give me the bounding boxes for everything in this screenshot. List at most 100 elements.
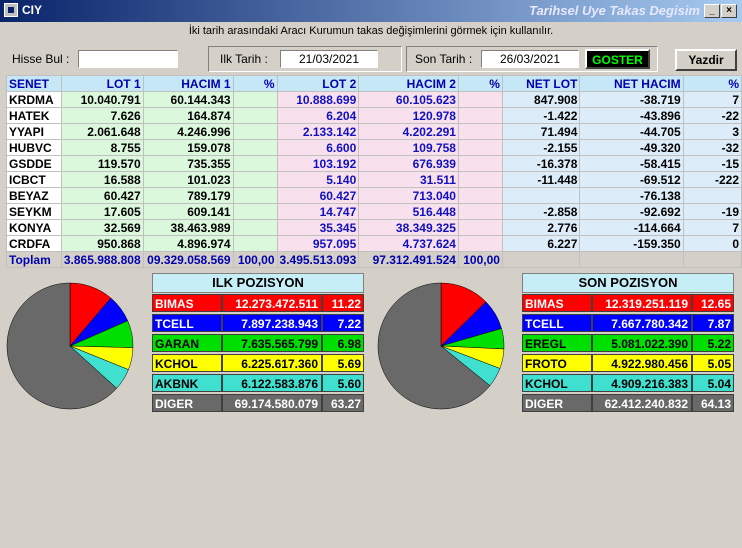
position-value: 62.412.240.832 [592,394,692,412]
table-row[interactable]: HATEK 7.626 164.874 6.204 120.978 -1.422 -43.8… [6,107,742,124]
table-cell: 6.600 [276,139,360,156]
position-name: FROTO [522,354,592,372]
table-cell: 101.023 [142,171,234,188]
position-row: DIGER 62.412.240.832 64.13 [522,394,734,412]
symbol-cell: KRDMA [6,91,62,108]
table-cell: 0 [682,235,742,252]
col-header[interactable]: % [682,75,742,92]
hisse-search-input[interactable] [78,50,178,68]
symbol-cell: YYAPI [6,123,62,140]
col-header[interactable]: LOT 2 [276,75,360,92]
col-header[interactable]: LOT 1 [60,75,144,92]
table-cell: 38.463.989 [142,219,234,236]
table-cell: 6.204 [276,107,360,124]
position-value: 4.909.216.383 [592,374,692,392]
position-pct: 63.27 [322,394,364,412]
table-cell: 516.448 [358,203,459,220]
position-row: EREGL 5.081.022.390 5.22 [522,334,734,352]
total-cell: 09.329.058.569 [142,251,234,268]
minimize-button[interactable]: _ [704,4,720,18]
window-caption: Tarihsel Uye Takas Degisim [528,3,700,18]
hisse-label: Hisse Bul : [12,52,70,66]
table-cell [232,123,278,140]
title-bar: CIY Tarihsel Uye Takas Degisim _ × [0,0,742,22]
table-cell [457,187,503,204]
col-header[interactable]: SENET [6,75,62,92]
table-cell: 5.140 [276,171,360,188]
position-value: 6.225.617.360 [222,354,322,372]
table-cell: 735.355 [142,155,234,172]
table-cell: 60.427 [60,187,144,204]
position-pct: 6.98 [322,334,364,352]
table-cell: 31.511 [358,171,459,188]
table-cell: 17.605 [60,203,144,220]
table-cell: -19 [682,203,742,220]
table-cell: 10.040.791 [60,91,144,108]
table-cell: -22 [682,107,742,124]
col-header[interactable]: % [232,75,278,92]
table-cell [457,235,503,252]
position-value: 4.922.980.456 [592,354,692,372]
table-row[interactable]: KRDMA 10.040.791 60.144.343 10.888.699 60.10… [6,91,742,108]
table-cell [457,107,503,124]
table-cell [232,219,278,236]
window-title: CIY [22,3,43,17]
table-cell: -11.448 [501,171,581,188]
position-pct: 5.05 [692,354,734,372]
total-cell [682,251,742,268]
position-row: GARAN 7.635.565.799 6.98 [152,334,364,352]
position-row: BIMAS 12.273.472.511 11.22 [152,294,364,312]
table-row[interactable]: ICBCT 16.588 101.023 5.140 31.511 -11.448 -69.… [6,171,742,188]
table-cell: 103.192 [276,155,360,172]
table-row[interactable]: KONYA 32.569 38.463.989 35.345 38.349.325 2.7… [6,219,742,236]
position-name: BIMAS [522,294,592,312]
table-row[interactable]: SEYKM 17.605 609.141 14.747 516.448 -2.858 -92… [6,203,742,220]
table-cell [232,203,278,220]
table-cell: 2.133.142 [276,123,360,140]
table-cell: 847.908 [501,91,581,108]
table-cell: -76.138 [579,187,684,204]
total-cell: 100,00 [457,251,503,268]
table-row[interactable]: BEYAZ 60.427 789.179 60.427 713.040 -76.138 [6,187,742,204]
table-cell [457,171,503,188]
table-cell [457,203,503,220]
col-header[interactable]: % [457,75,503,92]
position-pct: 7.87 [692,314,734,332]
table-cell: 676.939 [358,155,459,172]
table-cell [457,139,503,156]
symbol-cell: GSDDE [6,155,62,172]
col-header[interactable]: NET HACIM [579,75,684,92]
table-cell: 10.888.699 [276,91,360,108]
col-header[interactable]: NET LOT [501,75,581,92]
table-cell: 957.095 [276,235,360,252]
position-value: 12.319.251.119 [592,294,692,312]
son-tarih-input[interactable]: 26/03/2021 [481,50,579,68]
symbol-cell: CRDFA [6,235,62,252]
table-cell [232,107,278,124]
son-pozisyon-title: SON POZISYON [522,273,734,293]
position-value: 7.897.238.943 [222,314,322,332]
table-row[interactable]: HUBVC 8.755 159.078 6.600 109.758 -2.155 -49.3… [6,139,742,156]
col-header[interactable]: HACIM 2 [358,75,459,92]
position-row: KCHOL 4.909.216.383 5.04 [522,374,734,392]
position-pct: 5.60 [322,374,364,392]
goster-button[interactable]: GOSTER [585,49,650,69]
table-row[interactable]: GSDDE 119.570 735.355 103.192 676.939 -16.378… [6,155,742,172]
close-button[interactable]: × [721,4,737,18]
table-cell: 164.874 [142,107,234,124]
table-cell: -58.415 [579,155,684,172]
table-cell: 14.747 [276,203,360,220]
table-cell: -38.719 [579,91,684,108]
table-cell: 109.758 [358,139,459,156]
table-cell [232,139,278,156]
table-cell: -1.422 [501,107,581,124]
ilk-tarih-input[interactable]: 21/03/2021 [280,50,378,68]
position-value: 7.635.565.799 [222,334,322,352]
yazdir-button[interactable]: Yazdir [675,49,737,71]
position-value: 5.081.022.390 [592,334,692,352]
table-cell [232,171,278,188]
col-header[interactable]: HACIM 1 [142,75,234,92]
table-row[interactable]: CRDFA 950.868 4.896.974 957.095 4.737.624 6.2… [6,235,742,252]
table-row[interactable]: YYAPI 2.061.648 4.246.996 2.133.142 4.202.29… [6,123,742,140]
table-cell: 609.141 [142,203,234,220]
